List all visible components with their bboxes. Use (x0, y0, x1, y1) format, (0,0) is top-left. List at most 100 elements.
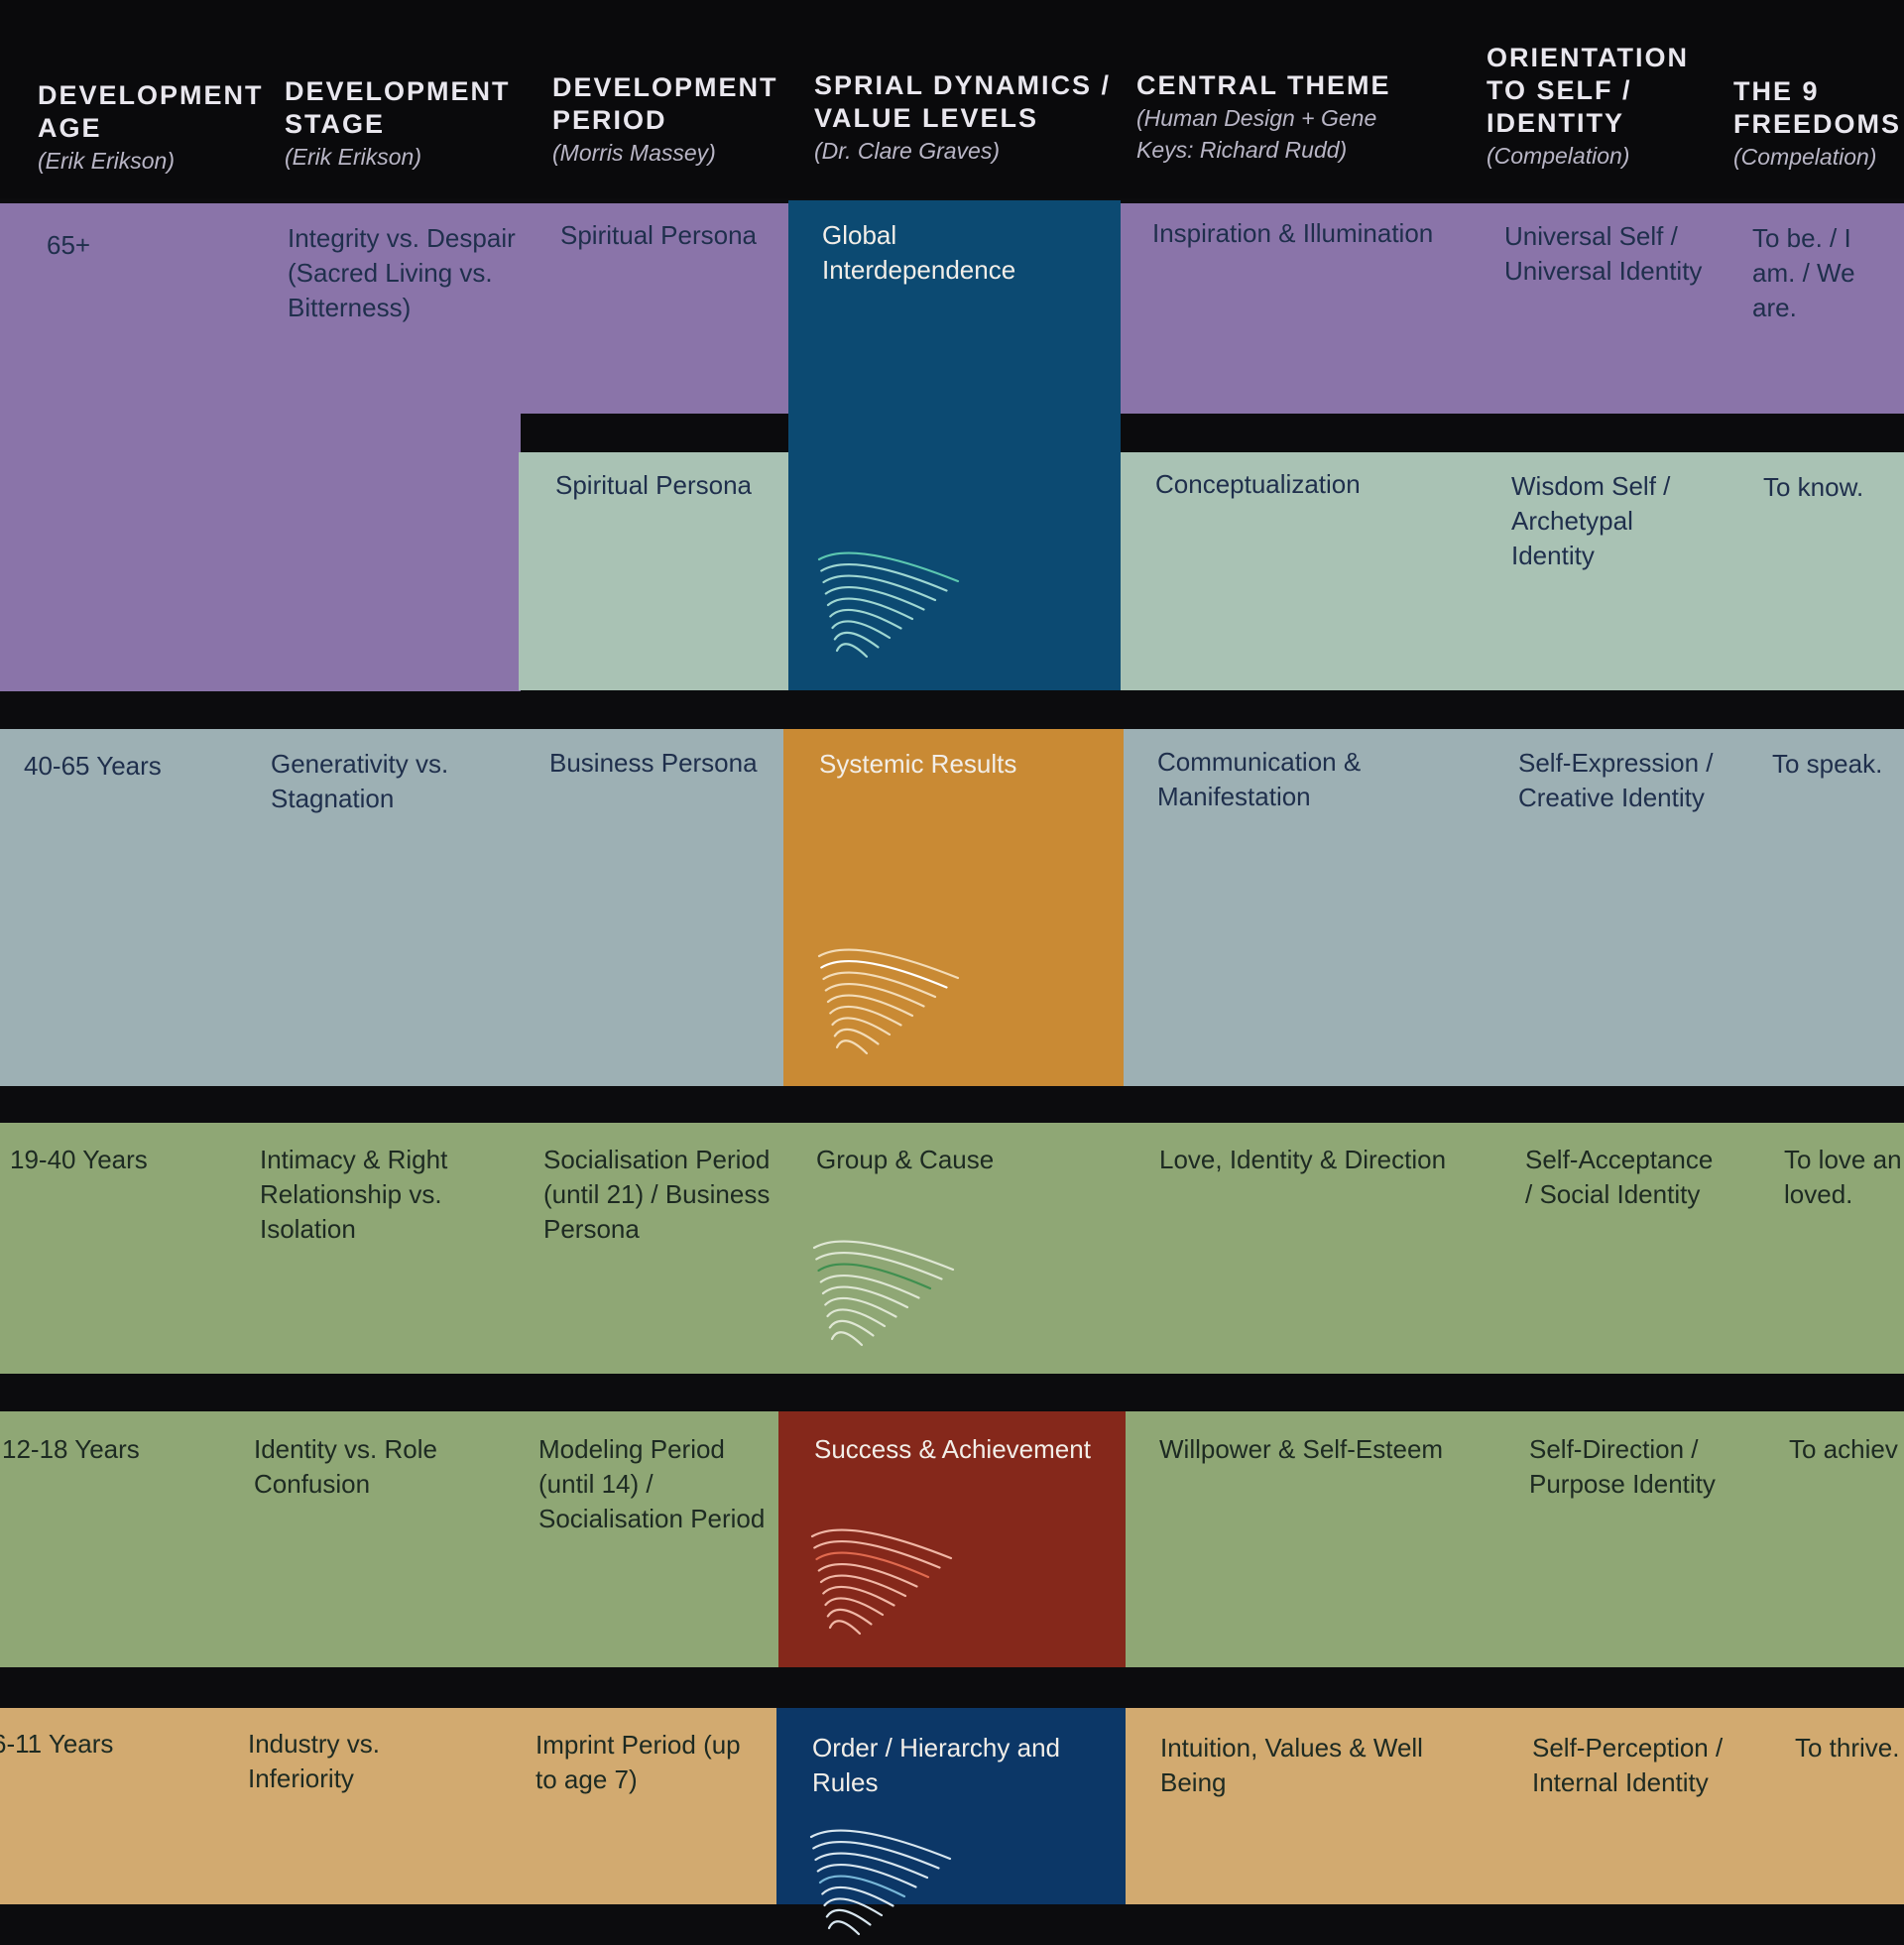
red-spiral-arc (819, 1574, 907, 1598)
header-title: SPRIAL DYNAMICS / VALUE LEVELS (814, 70, 1112, 133)
cell-identity: Self-Expression / Creative Identity (1518, 748, 1714, 812)
header-subtitle: (Erik Erikson) (285, 144, 422, 170)
navy-spiral-arc (814, 1852, 929, 1880)
header-subtitle: (Dr. Clare Graves) (814, 138, 1000, 164)
header-subtitle: (Compelation) (1487, 143, 1630, 169)
orange-spiral-arc (829, 1005, 902, 1027)
cell-identity: Self-Acceptance / Social Identity (1525, 1145, 1714, 1209)
cell-age: 65+ (47, 230, 91, 260)
cell-identity: Wisdom Self / Archetypal Identity (1511, 471, 1671, 570)
cell-stage: Identity vs. Role Confusion (254, 1434, 437, 1499)
cell-freedom: To know. (1763, 472, 1864, 502)
turquoise-spiral-arc (831, 620, 892, 640)
cell-period: Socialisation Period (until 21) / Busine… (543, 1145, 771, 1244)
red-spiral-arc (828, 1620, 862, 1636)
green-spiral-arc (815, 1251, 943, 1280)
value-level-block-turquoise (788, 200, 1121, 690)
cell-value-level: Group & Cause (816, 1145, 995, 1174)
navy-spiral-icon (809, 1829, 952, 1936)
header-title: DEVELOPMENT AGE (38, 80, 264, 143)
row-band-65-lower-left (0, 414, 521, 691)
red-spiral-arc (824, 1597, 885, 1617)
cell-identity: Self-Direction / Purpose Identity (1529, 1434, 1716, 1499)
header-subtitle: (Compelation) (1733, 144, 1877, 170)
header-nine-freedoms: THE 9 FREEDOMS (Compelation) (1733, 75, 1904, 173)
cell-age: 12-18 Years (2, 1434, 140, 1464)
cell-freedom: To speak. (1772, 749, 1883, 779)
red-spiral-icon (810, 1528, 953, 1636)
cell-theme: Willpower & Self-Esteem (1159, 1434, 1444, 1464)
red-spiral-arc (810, 1528, 953, 1560)
navy-spiral-arc (816, 1863, 917, 1888)
cell-freedom: To achiev (1789, 1434, 1898, 1464)
cell-freedom: To thrive. (1795, 1733, 1900, 1763)
green-spiral-icon (812, 1240, 955, 1347)
cell-value-level: Success & Achievement (814, 1434, 1091, 1464)
orange-spiral-arc (820, 959, 948, 989)
cell-period: Imprint Period (up to age 7) (536, 1730, 741, 1794)
row-band-wisdom-right (1121, 452, 1904, 690)
turquoise-spiral-arc (824, 585, 925, 611)
orange-spiral-arc (831, 1017, 892, 1036)
green-spiral-arc (830, 1331, 864, 1347)
cell-freedom: To love an loved. (1784, 1145, 1902, 1209)
cell-identity: Universal Self / Universal Identity (1504, 221, 1703, 286)
cell-value-level: Systemic Results (819, 749, 1017, 779)
header-title: THE 9 FREEDOMS (1733, 76, 1902, 139)
header-development-period: DEVELOPMENT PERIOD (Morris Massey) (552, 71, 790, 169)
cell-stage: Industry vs. Inferiority (248, 1729, 380, 1793)
header-title: DEVELOPMENT STAGE (285, 76, 511, 139)
turquoise-spiral-icon (817, 551, 960, 659)
header-subtitle: (Morris Massey) (552, 140, 716, 166)
navy-spiral-arc (827, 1920, 861, 1936)
orange-spiral-icon (817, 948, 960, 1055)
cell-theme: Communication & Manifestation (1157, 747, 1362, 811)
cell-theme: Inspiration & Illumination (1152, 218, 1434, 248)
turquoise-spiral-arc (835, 643, 869, 659)
cell-identity: Self-Perception / Internal Identity (1532, 1733, 1724, 1797)
cell-theme: Conceptualization (1155, 469, 1361, 499)
header-central-theme: CENTRAL THEME (Human Design + Gene Keys:… (1136, 69, 1424, 166)
turquoise-spiral-arc (817, 551, 960, 583)
red-spiral-arc (815, 1551, 930, 1579)
green-spiral-arc (812, 1240, 955, 1272)
header-subtitle: (Erik Erikson) (38, 148, 176, 174)
green-spiral-arc (824, 1296, 897, 1318)
orange-spiral-arc (835, 1039, 869, 1055)
cell-period: Business Persona (549, 748, 758, 778)
green-spiral-arc (817, 1263, 932, 1290)
header-title: CENTRAL THEME (1136, 70, 1391, 100)
header-development-stage: DEVELOPMENT STAGE (Erik Erikson) (285, 75, 523, 173)
cell-stage: Generativity vs. Stagnation (271, 749, 449, 813)
navy-spiral-arc (809, 1829, 952, 1861)
orange-spiral-arc (822, 971, 937, 999)
value-level-block-orange (783, 729, 1124, 1086)
orange-spiral-arc (824, 982, 925, 1008)
value-level-block-red (778, 1411, 1126, 1667)
cell-period: Spiritual Persona (555, 470, 752, 500)
cell-age: 40-65 Years (24, 751, 162, 781)
red-spiral-arc (822, 1585, 895, 1607)
cell-theme: Love, Identity & Direction (1159, 1145, 1447, 1174)
row-divider (1121, 415, 1904, 452)
header-subtitle: (Human Design + Gene Keys: Richard Rudd) (1136, 105, 1377, 163)
turquoise-spiral-arc (822, 574, 937, 602)
cell-period: Spiritual Persona (560, 220, 757, 250)
row-band-19-40 (0, 1123, 1904, 1374)
green-spiral-arc (819, 1274, 920, 1299)
navy-spiral-arc (818, 1875, 906, 1898)
orange-spiral-arc (817, 948, 960, 980)
red-spiral-arc (817, 1562, 918, 1588)
header-spiral-dynamics: SPRIAL DYNAMICS / VALUE LEVELS (Dr. Clar… (814, 69, 1112, 167)
value-level-block-navy (776, 1708, 1126, 1904)
turquoise-spiral-arc (829, 608, 902, 630)
turquoise-spiral-arc (826, 597, 914, 621)
orange-spiral-arc (826, 994, 914, 1018)
orange-spiral-arc (833, 1028, 880, 1045)
cell-freedom: To be. / I am. / We are. (1752, 223, 1855, 322)
table-header: DEVELOPMENT AGE (Erik Erikson) DEVELOPME… (0, 0, 1904, 198)
cell-period: Modeling Period (until 14) / Socialisati… (538, 1434, 766, 1533)
header-title: ORIENTATION TO SELF / IDENTITY (1487, 43, 1689, 138)
green-spiral-arc (826, 1308, 887, 1328)
cell-age: 19-40 Years (10, 1145, 148, 1174)
